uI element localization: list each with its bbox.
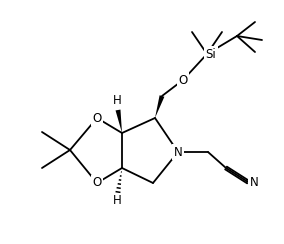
Polygon shape — [116, 110, 122, 133]
Text: H: H — [113, 94, 121, 108]
Text: O: O — [92, 112, 102, 124]
Polygon shape — [155, 95, 164, 118]
Text: Si: Si — [206, 48, 216, 61]
Text: O: O — [92, 176, 102, 190]
Text: H: H — [113, 194, 121, 207]
Text: O: O — [178, 73, 188, 87]
Text: N: N — [174, 145, 182, 159]
Text: N: N — [250, 175, 258, 189]
